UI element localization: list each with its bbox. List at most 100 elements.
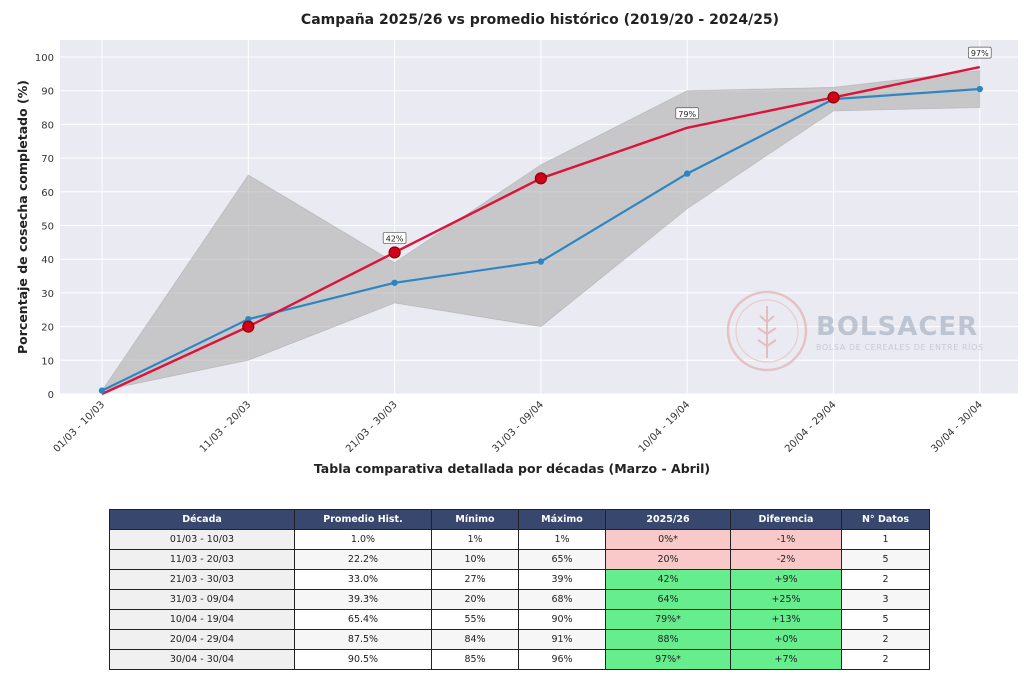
y-tick-label: 30	[41, 289, 54, 300]
table-row: 11/03 - 20/03 22.2% 10% 65% 20% -2% 5	[109, 549, 930, 570]
cell-diferencia: +9%	[730, 569, 842, 590]
y-tick-label: 40	[41, 255, 54, 266]
harvest-progress-chart: Campaña 2025/26 vs promedio histórico (2…	[15, 12, 1018, 455]
cell-maximo: 91%	[518, 629, 606, 650]
table-row: 20/04 - 29/04 87.5% 84% 91% 88% +0% 2	[109, 629, 930, 650]
series-0-point	[537, 258, 545, 265]
cell-campana: 20%	[605, 549, 731, 570]
annotation-label: 79%	[678, 110, 696, 119]
header-promedio: Promedio Hist.	[294, 509, 432, 530]
annotation-box	[675, 107, 699, 120]
cell-minimo: 27%	[431, 569, 519, 590]
cell-diferencia: -1%	[730, 529, 842, 550]
bolsacer-watermark: BOLSACER BOLSA DE CEREALES DE ENTRE RÍOS	[726, 290, 984, 372]
cell-campana: 79%*	[605, 609, 731, 630]
cell-promedio: 33.0%	[294, 569, 432, 590]
series-0-point	[98, 387, 106, 394]
cell-datos: 2	[841, 629, 930, 650]
cell-maximo: 65%	[518, 549, 606, 570]
table-row: 10/04 - 19/04 65.4% 55% 90% 79%* +13% 5	[109, 609, 930, 630]
cell-minimo: 55%	[431, 609, 519, 630]
cell-minimo: 84%	[431, 629, 519, 650]
cell-promedio: 1.0%	[294, 529, 432, 550]
table-header-row: Década Promedio Hist. Mínimo Máximo 2025…	[109, 509, 930, 530]
cell-maximo: 96%	[518, 649, 606, 670]
watermark-subtitle: BOLSA DE CEREALES DE ENTRE RÍOS	[816, 341, 984, 352]
cell-datos: 5	[841, 609, 930, 630]
y-tick-label: 0	[48, 390, 54, 401]
table-row: 31/03 - 09/04 39.3% 20% 68% 64% +25% 3	[109, 589, 930, 610]
y-tick-labels: 0 10 20 30 40 50 60 70 80 90 100	[35, 53, 54, 401]
cell-diferencia: +7%	[730, 649, 842, 670]
cell-promedio: 90.5%	[294, 649, 432, 670]
y-tick-label: 100	[35, 53, 54, 64]
cell-maximo: 39%	[518, 569, 606, 590]
x-tick-label: 21/03 - 30/03	[344, 399, 400, 455]
annotation-label: 97%	[971, 49, 989, 58]
header-minimo: Mínimo	[431, 509, 519, 530]
series-1-marker	[534, 172, 548, 185]
y-tick-label: 90	[41, 87, 54, 98]
table-row: 21/03 - 30/03 33.0% 27% 39% 42% +9% 2	[109, 569, 930, 590]
cell-maximo: 68%	[518, 589, 606, 610]
x-tick-label: 01/03 - 10/03	[52, 399, 108, 455]
x-tick-label: 11/03 - 20/03	[198, 399, 254, 455]
cell-decada: 10/04 - 19/04	[109, 609, 295, 630]
cell-datos: 3	[841, 589, 930, 610]
cell-datos: 5	[841, 549, 930, 570]
cell-decada: 01/03 - 10/03	[109, 529, 295, 550]
y-axis-label: Porcentaje de cosecha completado (%)	[15, 80, 30, 354]
cell-minimo: 85%	[431, 649, 519, 670]
x-tick-labels: 01/03 - 10/03 11/03 - 20/03 21/03 - 30/03 3…	[52, 399, 985, 455]
cell-decada: 21/03 - 30/03	[109, 569, 295, 590]
annotation-box	[968, 46, 992, 59]
cell-minimo: 1%	[431, 529, 519, 550]
series-0-point	[391, 279, 398, 286]
y-tick-label: 20	[41, 323, 54, 334]
watermark-name: BOLSACER	[816, 312, 978, 342]
cell-decada: 20/04 - 29/04	[109, 629, 295, 650]
cell-datos: 2	[841, 649, 930, 670]
cell-maximo: 1%	[518, 529, 606, 550]
cell-datos: 2	[841, 569, 930, 590]
series-0-point	[976, 85, 983, 93]
cell-diferencia: +13%	[730, 609, 842, 630]
cell-diferencia: +25%	[730, 589, 842, 610]
marker-layer	[98, 85, 983, 394]
cell-campana: 97%*	[605, 649, 731, 670]
cell-decada: 31/03 - 09/04	[109, 589, 295, 610]
cell-minimo: 10%	[431, 549, 519, 570]
header-maximo: Máximo	[518, 509, 606, 530]
header-diferencia: Diferencia	[730, 509, 842, 530]
cell-campana: 64%	[605, 589, 731, 610]
series-1-marker	[388, 246, 401, 259]
cell-promedio: 22.2%	[294, 549, 432, 570]
cell-campana: 88%	[605, 629, 731, 650]
series-0-point	[684, 170, 691, 177]
series-1-marker	[827, 91, 840, 104]
header-datos: N° Datos	[841, 509, 930, 530]
y-tick-label: 50	[41, 222, 54, 233]
x-tick-label: 10/04 - 19/04	[637, 399, 693, 455]
cell-promedio: 87.5%	[294, 629, 432, 650]
x-tick-label: 30/04 - 30/04	[929, 399, 985, 455]
cell-promedio: 39.3%	[294, 589, 432, 610]
x-tick-label: 20/04 - 29/04	[783, 399, 839, 455]
table-title: Tabla comparativa detallada por décadas …	[313, 461, 711, 476]
x-tick-label: 31/03 - 09/04	[490, 399, 546, 455]
bolsacer-logo-icon	[726, 290, 808, 372]
cell-minimo: 20%	[431, 589, 519, 610]
comparison-table: Década Promedio Hist. Mínimo Máximo 2025…	[109, 509, 930, 670]
annotation-layer: 42% 79% 97%	[382, 46, 992, 244]
table-row: 30/04 - 30/04 90.5% 85% 96% 97%* +7% 2	[109, 649, 930, 670]
cell-campana: 42%	[605, 569, 731, 590]
y-tick-label: 70	[41, 154, 54, 165]
cell-diferencia: +0%	[730, 629, 842, 650]
annotation-box	[382, 232, 407, 244]
cell-datos: 1	[841, 529, 930, 550]
cell-campana: 0%*	[605, 529, 731, 550]
cell-maximo: 90%	[518, 609, 606, 630]
chart-title: Campaña 2025/26 vs promedio histórico (2…	[301, 12, 779, 28]
cell-promedio: 65.4%	[294, 609, 432, 630]
y-tick-label: 60	[41, 188, 54, 199]
